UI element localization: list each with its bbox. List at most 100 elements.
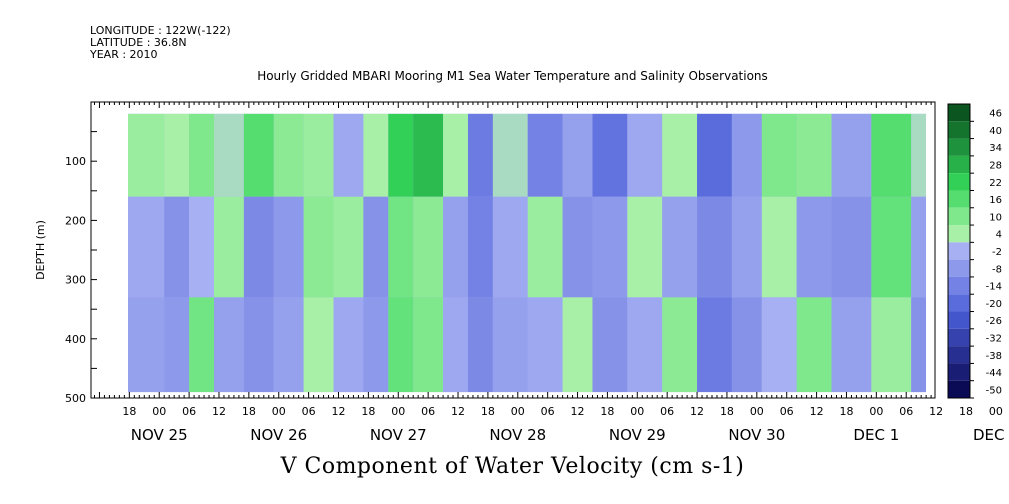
colorbar-swatch [948, 276, 970, 295]
x-date-label: NOV 26 [250, 426, 307, 444]
heatmap-cell [413, 196, 444, 298]
x-tick-label: 00 [869, 405, 883, 418]
x-tick-label: 18 [839, 405, 853, 418]
x-tick-label: 06 [541, 405, 555, 418]
heatmap-cell [333, 113, 364, 197]
heatmap-cell [911, 196, 926, 298]
colorbar-swatch [948, 173, 970, 191]
x-tick-label: 18 [242, 405, 256, 418]
colorbar-label: -14 [986, 282, 1002, 293]
heatmap-cell [164, 297, 190, 393]
colorbar-label: 4 [996, 230, 1002, 241]
x-tick-label: 06 [302, 405, 316, 418]
x-tick-label: 12 [810, 405, 824, 418]
x-tick-label: 06 [660, 405, 674, 418]
colorbar-swatch [948, 190, 970, 208]
heatmap-cell [189, 297, 214, 393]
heatmap-cell [796, 113, 832, 197]
x-tick-label: 06 [780, 405, 794, 418]
heatmap-cell [303, 297, 334, 393]
heatmap-cell [627, 196, 663, 298]
x-date-label: NOV 27 [370, 426, 427, 444]
colorbar-swatch [948, 328, 970, 347]
x-tick-label: 12 [332, 405, 346, 418]
x-date-label: DEC 1 [853, 426, 899, 444]
heatmap-cell [662, 297, 698, 393]
heatmap-cell [731, 196, 762, 298]
colorbar-label: -8 [992, 264, 1002, 275]
colorbar-label: -2 [992, 247, 1002, 258]
heatmap-cell [363, 196, 389, 298]
heatmap-cell [911, 113, 926, 197]
heatmap-cell [333, 297, 364, 393]
heatmap-cell [592, 196, 628, 298]
heatmap-cell [388, 196, 414, 298]
colorbar-swatch [948, 155, 970, 174]
heatmap-cell [333, 196, 364, 298]
heatmap-cell [731, 113, 762, 197]
heatmap-cell [697, 297, 732, 393]
heatmap-cell [592, 113, 628, 197]
heatmap-cell [214, 196, 244, 298]
colorbar-label: -20 [986, 299, 1002, 310]
heatmap-cell [562, 113, 593, 197]
heatmap-cell [592, 297, 628, 393]
heatmap-cell [388, 297, 414, 393]
heatmap-cell [831, 113, 872, 197]
heatmap-cell [363, 297, 389, 393]
heatmap-cell [467, 196, 493, 298]
x-tick-label: 00 [989, 405, 1003, 418]
heatmap-cell [189, 196, 214, 298]
heatmap-cell [214, 297, 244, 393]
heatmap-cell [731, 297, 762, 393]
year-label: YEAR : 2010 [90, 48, 158, 61]
heatmap-cell [467, 297, 493, 393]
colorbar-swatch [948, 207, 970, 226]
heatmap-cell [871, 196, 912, 298]
heatmap-cell [388, 113, 414, 197]
heatmap-cell [128, 113, 165, 197]
colorbar-label: 40 [989, 126, 1002, 137]
colorbar-label: 16 [989, 195, 1002, 206]
x-date-label: NOV 29 [609, 426, 666, 444]
colorbar-label: 34 [989, 143, 1002, 154]
y-tick-label: 500 [65, 392, 86, 405]
heatmap-cell [164, 196, 190, 298]
x-tick-label: 18 [122, 405, 136, 418]
heatmap-cell [189, 113, 214, 197]
x-tick-label: 12 [690, 405, 704, 418]
heatmap-cell [273, 196, 304, 298]
y-axis-label: DEPTH (m) [34, 220, 47, 280]
x-tick-label: 18 [720, 405, 734, 418]
colorbar-label: -38 [986, 351, 1002, 362]
heatmap-cell [871, 297, 912, 393]
x-tick-label: 18 [481, 405, 495, 418]
x-date-label: DEC 2 [973, 426, 1009, 444]
heatmap-cell [796, 297, 832, 393]
heatmap-cell [363, 113, 389, 197]
heatmap-cell [911, 297, 926, 393]
heatmap-cell [871, 113, 912, 197]
heatmap-cell [243, 297, 274, 393]
heatmap-cell [413, 113, 444, 197]
y-tick-label: 300 [65, 274, 86, 287]
heatmap-cell [697, 113, 732, 197]
heatmap-cell [527, 113, 563, 197]
x-tick-label: 00 [391, 405, 405, 418]
heatmap-cell [761, 113, 797, 197]
heatmap-cell [413, 297, 444, 393]
heatmap-cell [527, 297, 563, 393]
x-tick-label: 00 [630, 405, 644, 418]
colorbar-swatch [948, 380, 970, 398]
heatmap-cell [128, 297, 165, 393]
heatmap-cell [443, 113, 468, 197]
y-tick-label: 400 [65, 333, 86, 346]
colorbar-frame [947, 103, 971, 399]
chart-title: Hourly Gridded MBARI Mooring M1 Sea Wate… [257, 69, 768, 83]
heatmap-cell [243, 113, 274, 197]
heatmap-cell [627, 113, 663, 197]
colorbar-swatch [948, 242, 970, 260]
heatmap-cell [303, 196, 334, 298]
colorbar-label: 46 [989, 109, 1002, 120]
